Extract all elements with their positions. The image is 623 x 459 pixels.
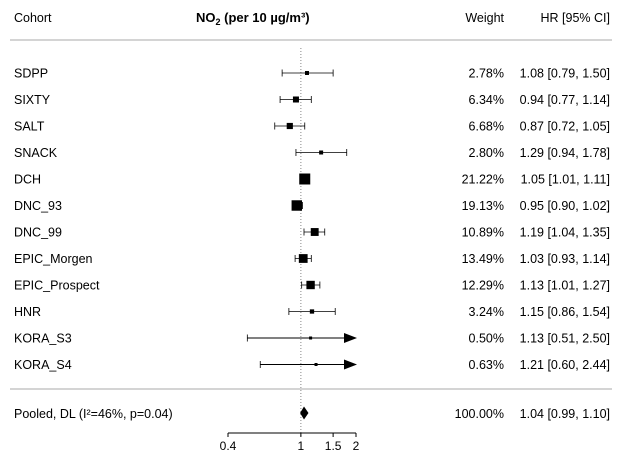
x-tick-label: 1.5 xyxy=(325,439,342,453)
hr-ci-value: 0.94 [0.77, 1.14] xyxy=(520,93,610,107)
weight-value: 6.34% xyxy=(469,93,504,107)
x-tick-label: 1 xyxy=(298,439,305,453)
weight-value: 0.63% xyxy=(469,358,504,372)
hr-ci-value: 1.13 [0.51, 2.50] xyxy=(520,332,610,346)
weight-value: 12.29% xyxy=(462,279,504,293)
study-row: DCH 21.22% 1.05 [1.01, 1.11] xyxy=(14,173,610,187)
column-header-hr: HR [95% CI] xyxy=(541,11,610,25)
effect-marker xyxy=(286,122,293,130)
ci-arrow xyxy=(344,359,357,370)
x-tick-label: 0.4 xyxy=(220,439,237,453)
cohort-label: KORA_S3 xyxy=(14,332,72,346)
study-row: SNACK 2.80% 1.29 [0.94, 1.78] xyxy=(14,146,610,160)
effect-marker xyxy=(309,309,315,314)
weight-value: 0.50% xyxy=(469,332,504,346)
cohort-label: EPIC_Prospect xyxy=(14,279,100,293)
x-tick-label: 2 xyxy=(353,439,360,453)
effect-marker xyxy=(319,150,324,155)
hr-ci-value: 1.29 [0.94, 1.78] xyxy=(520,146,610,160)
study-row: HNR 3.24% 1.15 [0.86, 1.54] xyxy=(14,305,610,319)
study-row: SDPP 2.78% 1.08 [0.79, 1.50] xyxy=(14,67,610,81)
pooled-row: Pooled, DL (I²=46%, p=0.04) 100.00% 1.04… xyxy=(14,406,610,421)
study-row: DNC_93 19.13% 0.95 [0.90, 1.02] xyxy=(14,199,610,213)
effect-marker xyxy=(292,96,299,103)
weight-value: 2.78% xyxy=(469,67,504,81)
cohort-label: SDPP xyxy=(14,67,48,81)
hr-ci-value: 1.21 [0.60, 2.44] xyxy=(520,358,610,372)
cohort-label: SIXTY xyxy=(14,93,51,107)
cohort-label: SNACK xyxy=(14,146,58,160)
pooled-label: Pooled, DL (I²=46%, p=0.04) xyxy=(14,407,173,421)
cohort-label: HNR xyxy=(14,305,41,319)
effect-marker xyxy=(306,280,315,290)
study-row: KORA_S4 0.63% 1.21 [0.60, 2.44] xyxy=(14,358,610,372)
hr-ci-value: 1.13 [1.01, 1.27] xyxy=(520,279,610,293)
cohort-label: DNC_99 xyxy=(14,226,62,240)
study-row: EPIC_Morgen 13.49% 1.03 [0.93, 1.14] xyxy=(14,252,610,266)
study-row: SALT 6.68% 0.87 [0.72, 1.05] xyxy=(14,120,610,134)
chart-title-rest: (per 10 µg/m³) xyxy=(221,10,310,25)
cohort-label: EPIC_Morgen xyxy=(14,252,93,266)
effect-marker xyxy=(309,336,313,340)
pooled-weight: 100.00% xyxy=(455,407,504,421)
effect-marker xyxy=(314,363,318,366)
column-header-cohort: Cohort xyxy=(14,11,52,25)
weight-value: 13.49% xyxy=(462,252,504,266)
study-row: SIXTY 6.34% 0.94 [0.77, 1.14] xyxy=(14,93,610,107)
column-header-weight: Weight xyxy=(465,11,504,25)
pooled-hr-ci: 1.04 [0.99, 1.10] xyxy=(520,407,610,421)
cohort-label: SALT xyxy=(14,120,45,134)
hr-ci-value: 0.95 [0.90, 1.02] xyxy=(520,199,610,213)
x-axis: 0.4 1 1.5 2 xyxy=(220,432,360,453)
weight-value: 19.13% xyxy=(462,199,504,213)
hr-ci-value: 1.03 [0.93, 1.14] xyxy=(520,252,610,266)
effect-marker xyxy=(299,173,311,185)
hr-ci-value: 1.19 [1.04, 1.35] xyxy=(520,226,610,240)
study-row: DNC_99 10.89% 1.19 [1.04, 1.35] xyxy=(14,226,610,240)
chart-title-main: NO xyxy=(196,10,216,25)
chart-title-subscript: 2 xyxy=(216,17,221,27)
hr-ci-value: 0.87 [0.72, 1.05] xyxy=(520,120,610,134)
effect-marker xyxy=(291,200,303,211)
weight-value: 6.68% xyxy=(469,120,504,134)
study-row: KORA_S3 0.50% 1.13 [0.51, 2.50] xyxy=(14,332,610,346)
weight-value: 2.80% xyxy=(469,146,504,160)
cohort-label: KORA_S4 xyxy=(14,358,72,372)
weight-value: 21.22% xyxy=(462,173,504,187)
effect-marker xyxy=(310,228,319,236)
weight-value: 3.24% xyxy=(469,305,504,319)
cohort-label: DCH xyxy=(14,173,41,187)
hr-ci-value: 1.15 [0.86, 1.54] xyxy=(520,305,610,319)
cohort-label: DNC_93 xyxy=(14,199,62,213)
study-rows: SDPP 2.78% 1.08 [0.79, 1.50] SIXTY 6.34% 0.94… xyxy=(14,67,610,373)
ci-arrow xyxy=(344,333,357,343)
effect-marker xyxy=(305,71,309,75)
effect-marker xyxy=(298,254,308,263)
study-row: EPIC_Prospect 12.29% 1.13 [1.01, 1.27] xyxy=(14,279,610,293)
weight-value: 10.89% xyxy=(462,226,504,240)
chart-title: NO2 (per 10 µg/m³) xyxy=(196,10,310,27)
pooled-diamond xyxy=(300,406,309,420)
hr-ci-value: 1.05 [1.01, 1.11] xyxy=(521,173,610,187)
hr-ci-value: 1.08 [0.79, 1.50] xyxy=(520,67,610,81)
